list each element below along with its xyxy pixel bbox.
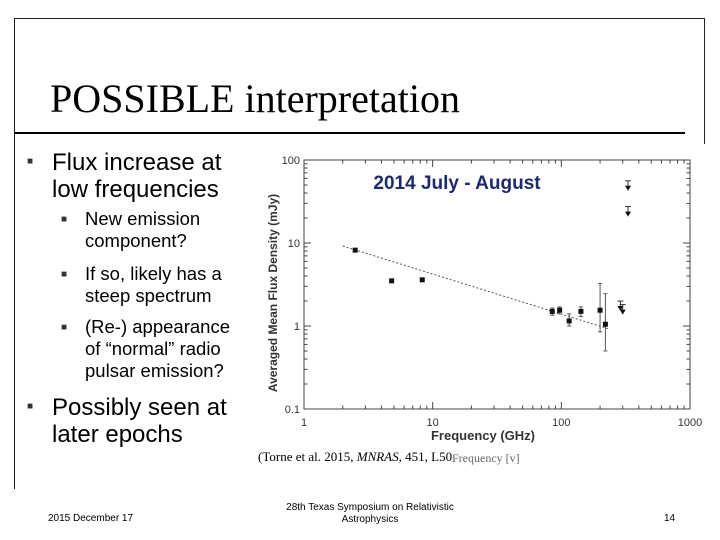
caption-journal: MNRAS, [356,449,402,464]
upper-limit-arrow [625,211,632,217]
data-point [566,318,572,324]
bullet-line: Possibly seen at [52,394,227,421]
footer-event: 28th Texas Symposium on Relativistic Ast… [280,502,460,526]
data-point [389,278,395,284]
sub-bullet-text: If so, likely has a steep spectrum [85,263,222,307]
figure-caption: (Torne et al. 2015, MNRAS, 451, L50) [258,449,456,465]
square-bullet-icon: ■ [27,401,34,412]
data-point [352,247,358,253]
data-point [549,308,555,314]
sub-bullet-text: (Re-) appearance of “normal” radio pulsa… [85,316,230,382]
fit-line [342,245,609,330]
bullet-text: Possibly seen at later epochs [52,394,227,448]
data-point [557,307,563,313]
caption-overlay-text: Frequency [v] [452,449,534,467]
upper-limit-arrow [625,185,632,191]
frame-right-edge [703,19,705,144]
square-bullet-icon: ■ [61,322,68,333]
x-tick-label: 1 [301,417,307,429]
plot-border [303,159,691,410]
spectrum-figure: 1 10 100 1000 0.1 1 10 100 2014 July - August F… [257,148,704,444]
fit-line-segment [342,245,609,330]
y-tick-label: 100 [282,155,300,167]
y-tick-label: 0.1 [285,404,300,416]
sub-bullet-line: steep spectrum [85,285,212,306]
caption-suffix: 451, L50) [401,449,457,464]
footer-date: 2015 December 17 [48,513,134,524]
sub-bullet-text: New emission component? [85,208,200,252]
chart-title: 2014 July - August [373,173,541,194]
title-underline [14,132,685,134]
sub-bullet-line: (Re-) appearance [85,316,230,337]
data-marks [352,180,632,352]
footer-event-line: Astrophysics [341,514,399,525]
slide-title: POSSIBLE interpretation [50,76,460,121]
caption-prefix: (Torne et al. 2015, [258,449,357,464]
x-tick-label: 100 [552,417,570,429]
slide-frame [14,18,705,489]
data-point [597,307,603,313]
bullet-line: Flux increase at [52,149,222,176]
sub-bullet-line: New emission [85,208,201,229]
square-bullet-icon: ■ [27,156,34,167]
bullet-line: low frequencies [52,176,219,203]
footer-event-line: 28th Texas Symposium on Relativistic [286,502,454,513]
square-bullet-icon: ■ [61,214,68,225]
sub-bullet-line: If so, likely has a [85,263,222,284]
bullet-line: later epochs [52,421,183,448]
footer-page-number: 14 [664,513,676,524]
sub-bullet-line: pulsar emission? [85,360,224,381]
y-tick-label: 1 [294,321,300,333]
data-point [419,277,425,283]
data-point [602,321,608,327]
x-axis-label: Frequency (GHz) [431,428,535,443]
sub-bullet-line: component? [85,230,187,251]
upper-limit-arrow [619,309,626,315]
x-tick-label: 1000 [678,417,702,429]
data-point [578,308,584,314]
plot-frame [303,159,691,410]
bullet-text: Flux increase at low frequencies [52,149,221,203]
square-bullet-icon: ■ [61,269,68,280]
y-axis-label: Averaged Mean Flux Density (mJy) [266,194,280,392]
y-tick-label: 10 [288,238,300,250]
x-tick-label: 10 [427,417,439,429]
sub-bullet-line: of “normal” radio [85,338,221,359]
upper-limit-arrow [617,306,624,312]
